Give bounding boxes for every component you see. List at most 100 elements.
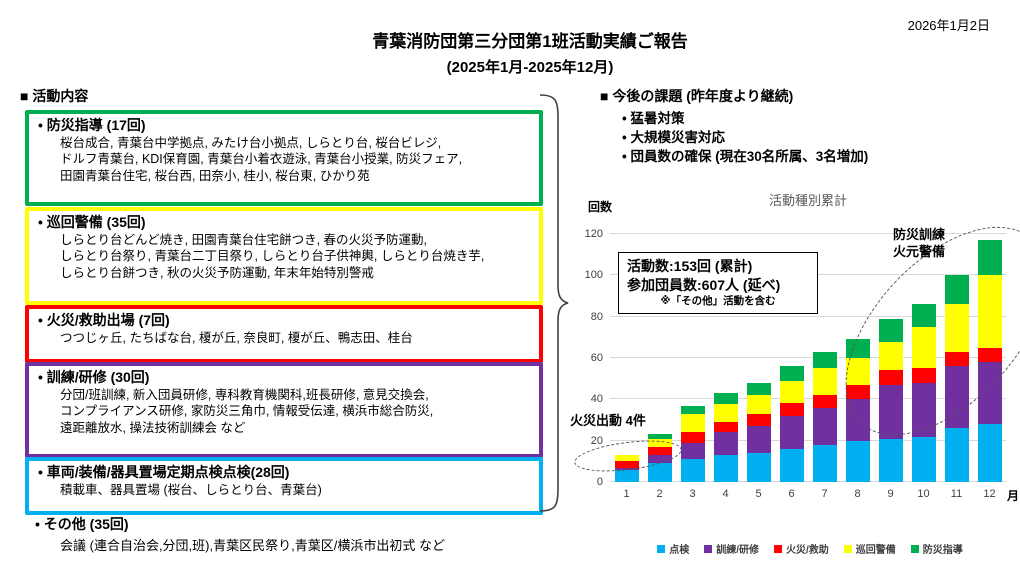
stacked-bar-month-12: [977, 240, 1002, 482]
legend-label: 点検: [669, 545, 690, 556]
bar-segment: [812, 351, 837, 369]
y-tick-label: 80: [590, 310, 603, 323]
gridline: [610, 315, 1006, 317]
bar-segment: [812, 444, 837, 482]
stacked-bar-month-7: [812, 351, 837, 482]
bar-segment: [911, 327, 936, 369]
y-tick-label: 20: [590, 434, 603, 447]
activity-detail: つつじヶ丘, たちばな台, 榎が丘, 奈良町, 榎が丘、鴨志田、桂台: [60, 330, 413, 345]
x-tick-label: 5: [755, 488, 762, 500]
bar-segment: [977, 275, 1002, 348]
stacked-bar-chart-plot: [610, 233, 1006, 482]
bar-segment: [779, 380, 804, 404]
bar-segment: [746, 395, 771, 414]
bar-segment: [911, 382, 936, 437]
activity-other-label: その他 (35回): [35, 514, 129, 534]
activity-label: 訓練/研修 (30回): [38, 369, 530, 387]
bar-segment: [713, 455, 738, 482]
y-tick-label: 100: [584, 269, 603, 282]
x-tick-label: 4: [722, 488, 729, 500]
x-axis-title: 月: [1007, 489, 1020, 503]
x-tick-label: 11: [950, 488, 963, 500]
stacked-bar-month-10: [911, 304, 936, 482]
activity-label: 防災指導 (17回): [38, 117, 530, 135]
gridline: [610, 398, 1006, 400]
stacked-bar-month-4: [713, 393, 738, 482]
bar-segment: [911, 304, 936, 328]
stacked-bar-month-5: [746, 382, 771, 482]
x-tick-label: 7: [821, 488, 828, 500]
stacked-bar-month-11: [944, 275, 969, 482]
x-tick-label: 10: [917, 488, 930, 500]
x-tick-label: 3: [689, 488, 696, 500]
gridline: [610, 233, 1006, 234]
bar-segment: [746, 382, 771, 396]
issues-heading: ■ 今後の課題 (昨年度より継続): [600, 88, 794, 104]
bar-segment: [680, 459, 705, 482]
bar-segment: [845, 399, 870, 441]
legend-item: 火災/救助: [774, 541, 829, 556]
bar-segment: [977, 424, 1002, 482]
report-title-line2: (2025年1月-2025年12月): [446, 59, 614, 76]
bar-segment: [779, 448, 804, 482]
chart-legend: 点検 訓練/研修 火災/救助 巡回警備 防災指導: [610, 541, 1010, 556]
activity-box-kasai-kyujo: 火災/救助出場 (7回) つつじヶ丘, たちばな台, 榎が丘, 奈良町, 榎が丘…: [25, 305, 543, 363]
bar-segment: [878, 384, 903, 439]
x-tick-label: 2: [656, 488, 663, 500]
bar-segment: [878, 341, 903, 371]
legend-label: 防災指導: [922, 545, 963, 556]
bar-segment: [713, 422, 738, 433]
bar-segment: [647, 463, 672, 482]
issue-item: 団員数の確保 (現在30名所属、3名増加): [622, 145, 868, 165]
activity-label: 火災/救助出場 (7回): [38, 312, 530, 330]
bar-segment: [680, 432, 705, 443]
report-title: 青葉消防団第三分団第1班活動実績ご報告 (2025年1月-2025年12月): [40, 27, 1020, 77]
bar-segment: [812, 407, 837, 445]
stacked-bar-month-3: [680, 405, 705, 482]
issue-item: 猛暑対策: [622, 107, 684, 127]
bar-segment: [779, 415, 804, 449]
x-tick-label: 8: [854, 488, 861, 500]
bar-segment: [977, 240, 1002, 276]
bar-segment: [944, 304, 969, 352]
gridline: [610, 481, 1006, 482]
legend-item: 防災指導: [910, 541, 963, 556]
issue-item: 大規模災害対応: [622, 126, 725, 146]
report-title-line1: 青葉消防団第三分団第1班活動実績ご報告: [372, 32, 688, 51]
activity-box-kunren-kenshu: 訓練/研修 (30回) 分団/班訓練, 新入団員研修, 専科教育機関科,班長研修…: [25, 362, 543, 458]
activity-detail: しらとり台どんど焼き, 田園青葉台住宅餅つき, 春の火災予防運動, しらとり台祭…: [60, 232, 485, 280]
bar-segment: [647, 438, 672, 447]
activity-detail: 分団/班訓練, 新入団員研修, 専科教育機関科,班長研修, 意見交換会, コンプ…: [60, 387, 434, 435]
legend-swatch-icon: [774, 544, 782, 553]
activity-box-bousai-shidou: 防災指導 (17回) 桜台成合, 青葉台中学拠点, みたけ台小拠点, しらとり台…: [25, 110, 543, 206]
bar-segment: [614, 469, 639, 482]
bar-segment: [845, 384, 870, 400]
bar-segment: [746, 426, 771, 454]
bar-segment: [779, 366, 804, 381]
x-tick-label: 12: [983, 488, 996, 500]
bar-segment: [647, 434, 672, 439]
callout-kasai-shutsudou: 火災出動 4件: [570, 413, 646, 428]
activity-detail: 桜台成合, 青葉台中学拠点, みたけ台小拠点, しらとり台, 桜台ビレジ, ドル…: [60, 135, 463, 183]
stats-activity-count: 活動数:153回 (累計): [627, 258, 753, 274]
bar-segment: [614, 461, 639, 468]
bar-segment: [614, 455, 639, 462]
bar-segment: [878, 370, 903, 385]
y-tick-label: 40: [590, 393, 603, 406]
x-tick-label: 9: [887, 488, 894, 500]
bar-segment: [812, 395, 837, 408]
stacked-bar-month-2: [647, 434, 672, 482]
bar-segment: [746, 453, 771, 482]
y-axis-title: 回数: [588, 200, 613, 214]
bar-segment: [911, 368, 936, 383]
y-tick-label: 60: [590, 352, 603, 364]
bar-segment: [713, 393, 738, 404]
bar-segment: [845, 339, 870, 359]
bar-segment: [746, 413, 771, 427]
legend-swatch-icon: [910, 544, 919, 553]
bar-segment: [878, 438, 903, 482]
activity-label: 巡回警備 (35回): [38, 214, 530, 232]
activity-box-teiki-tenken: 車両/装備/器具置場定期点検点検(28回) 積載車、器具置場 (桜台、しらとり台…: [25, 457, 543, 515]
stats-annotation-box: 活動数:153回 (累計) 参加団員数:607人 (延べ) ※「その他」活動を含…: [618, 252, 818, 315]
